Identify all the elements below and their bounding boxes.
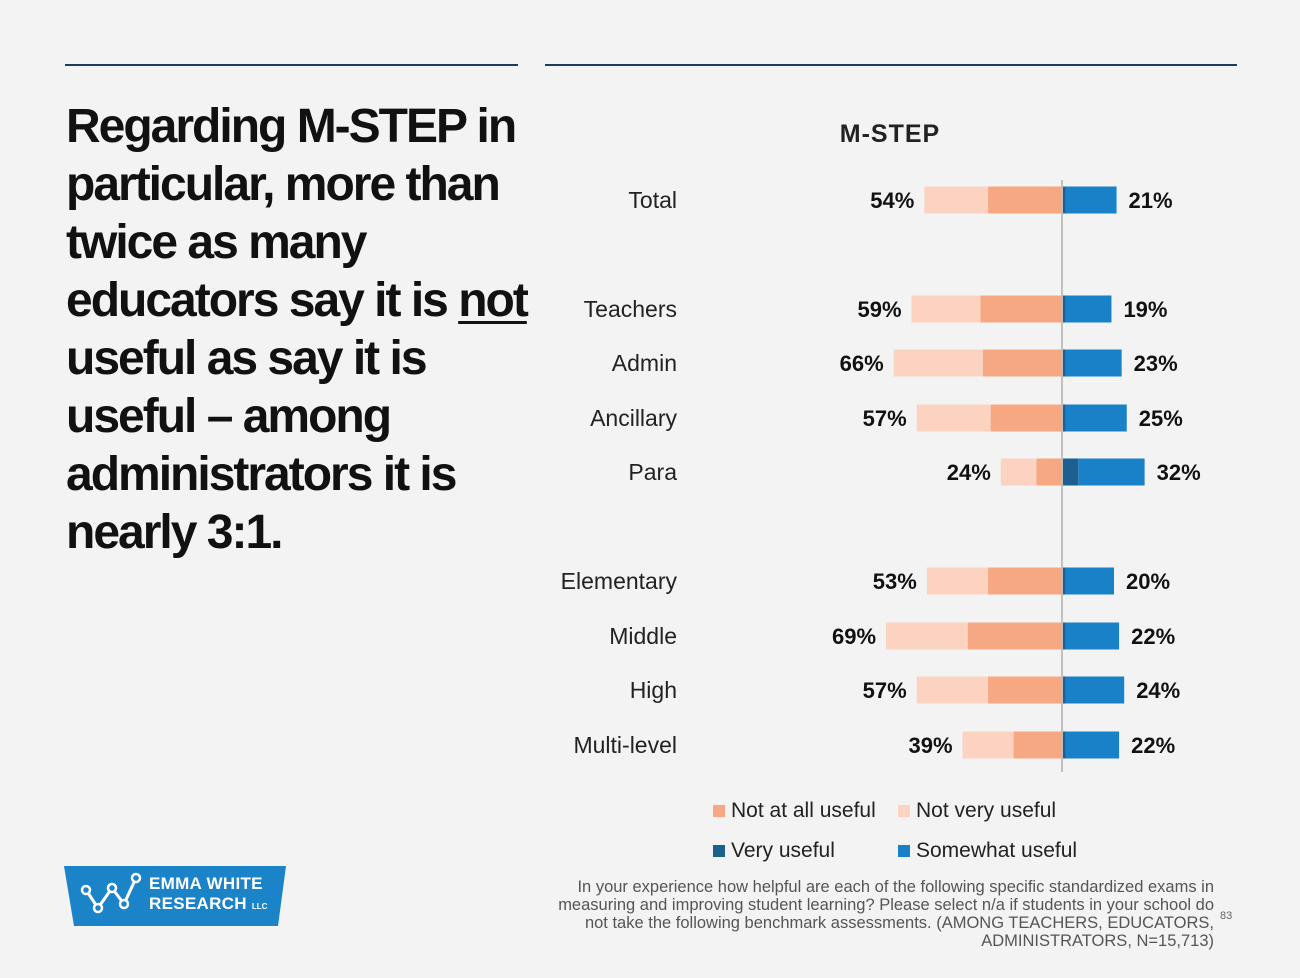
useful-total-admin: 23% <box>1134 351 1178 376</box>
legend-swatch-somewhat <box>898 845 910 857</box>
bar-very-multi-level <box>1063 731 1066 759</box>
bar-very-teachers <box>1063 295 1066 323</box>
bar-somewhat-admin <box>1065 349 1122 377</box>
top-rule-right <box>545 64 1237 66</box>
useful-total-ancillary: 25% <box>1139 406 1183 431</box>
bar-not-very-teachers <box>911 295 981 323</box>
chart-title: M-STEP <box>840 120 940 148</box>
headline-part2: useful as say it is useful – among admin… <box>66 332 457 559</box>
bar-not-at-all-ancillary <box>990 404 1062 432</box>
category-label-teachers: Teachers <box>584 296 677 322</box>
bar-not-very-ancillary <box>916 404 991 432</box>
top-rule-left <box>65 64 518 66</box>
bar-somewhat-para <box>1078 458 1145 486</box>
useful-total-para: 32% <box>1157 460 1201 485</box>
bar-very-high <box>1063 676 1066 704</box>
useful-total-total: 21% <box>1129 188 1173 213</box>
bar-very-admin <box>1063 349 1066 377</box>
bar-not-at-all-admin <box>982 349 1062 377</box>
survey-question-footnote: In your experience how helpful are each … <box>558 878 1214 950</box>
legend-label-somewhat: Somewhat useful <box>916 839 1078 862</box>
company-logo <box>64 866 286 926</box>
bar-somewhat-multi-level <box>1065 731 1120 759</box>
not-useful-total-teachers: 59% <box>858 297 902 322</box>
headline-underlined: not <box>458 274 529 327</box>
not-useful-total-admin: 66% <box>840 351 884 376</box>
bar-very-ancillary <box>1063 404 1066 432</box>
useful-total-elementary: 20% <box>1126 569 1170 594</box>
not-useful-total-para: 24% <box>947 460 991 485</box>
headline: Regarding M-STEP in particular, more tha… <box>66 98 536 562</box>
bar-not-at-all-elementary <box>988 567 1062 595</box>
bar-somewhat-teachers <box>1065 295 1112 323</box>
diverging-bar-chart: M-STEP Total 54% 21% Teachers 59% 19% Admin 66%… <box>561 120 1201 772</box>
bar-not-very-admin <box>893 349 983 377</box>
category-label-middle: Middle <box>609 623 677 649</box>
bar-not-at-all-multi-level <box>1013 731 1062 759</box>
legend-swatch-very <box>713 845 725 857</box>
legend-item-very: Very useful <box>713 839 835 863</box>
legend-item-somewhat: Somewhat useful <box>898 839 1077 863</box>
bar-very-total <box>1063 186 1066 214</box>
legend-swatch-not-at-all <box>713 805 725 817</box>
bar-not-very-high <box>916 676 989 704</box>
not-useful-total-ancillary: 57% <box>863 406 907 431</box>
bar-not-very-elementary <box>926 567 989 595</box>
bar-very-para <box>1063 458 1079 486</box>
bar-not-very-multi-level <box>962 731 1014 759</box>
logo-line1: EMMA WHITE <box>149 874 263 893</box>
headline-part1: Regarding M-STEP in particular, more tha… <box>66 100 517 327</box>
bar-not-very-total <box>924 186 989 214</box>
logo-text: EMMA WHITE RESEARCH LLC <box>149 874 267 917</box>
legend-item-not-very: Not very useful <box>898 799 1056 823</box>
bar-not-at-all-para <box>1036 458 1062 486</box>
category-label-admin: Admin <box>612 350 677 376</box>
not-useful-total-total: 54% <box>870 188 914 213</box>
bar-somewhat-high <box>1065 676 1125 704</box>
bar-somewhat-middle <box>1065 622 1120 650</box>
category-label-multi-level: Multi-level <box>573 732 677 758</box>
bar-somewhat-ancillary <box>1065 404 1127 432</box>
not-useful-total-middle: 69% <box>832 624 876 649</box>
legend-item-not-at-all: Not at all useful <box>713 799 876 823</box>
bar-not-at-all-high <box>988 676 1062 704</box>
logo-line2: RESEARCH <box>149 894 247 913</box>
logo-suffix: LLC <box>251 902 268 911</box>
category-label-ancillary: Ancillary <box>590 405 677 431</box>
bar-very-middle <box>1063 622 1066 650</box>
bars-group: Total 54% 21% Teachers 59% 19% Admin 66% 23% Anci… <box>561 186 1201 759</box>
bar-not-at-all-total <box>988 186 1062 214</box>
category-label-elementary: Elementary <box>561 568 678 594</box>
bar-not-at-all-middle <box>967 622 1062 650</box>
not-useful-total-high: 57% <box>863 678 907 703</box>
not-useful-total-multi-level: 39% <box>909 733 953 758</box>
useful-total-high: 24% <box>1136 678 1180 703</box>
bar-very-elementary <box>1063 567 1066 595</box>
useful-total-multi-level: 22% <box>1131 733 1175 758</box>
bar-not-very-para <box>1000 458 1037 486</box>
legend-swatch-not-very <box>898 805 910 817</box>
bar-somewhat-elementary <box>1065 567 1114 595</box>
category-label-para: Para <box>628 459 677 485</box>
useful-total-teachers: 19% <box>1123 297 1167 322</box>
legend-label-very: Very useful <box>731 839 835 862</box>
bar-not-at-all-teachers <box>980 295 1062 323</box>
category-label-high: High <box>630 677 677 703</box>
bar-somewhat-total <box>1065 186 1117 214</box>
bar-not-very-middle <box>886 622 968 650</box>
useful-total-middle: 22% <box>1131 624 1175 649</box>
legend-label-not-at-all: Not at all useful <box>731 799 876 822</box>
not-useful-total-elementary: 53% <box>873 569 917 594</box>
page-number: 83 <box>1220 910 1233 922</box>
category-label-total: Total <box>628 187 677 213</box>
legend-label-not-very: Not very useful <box>916 799 1057 822</box>
